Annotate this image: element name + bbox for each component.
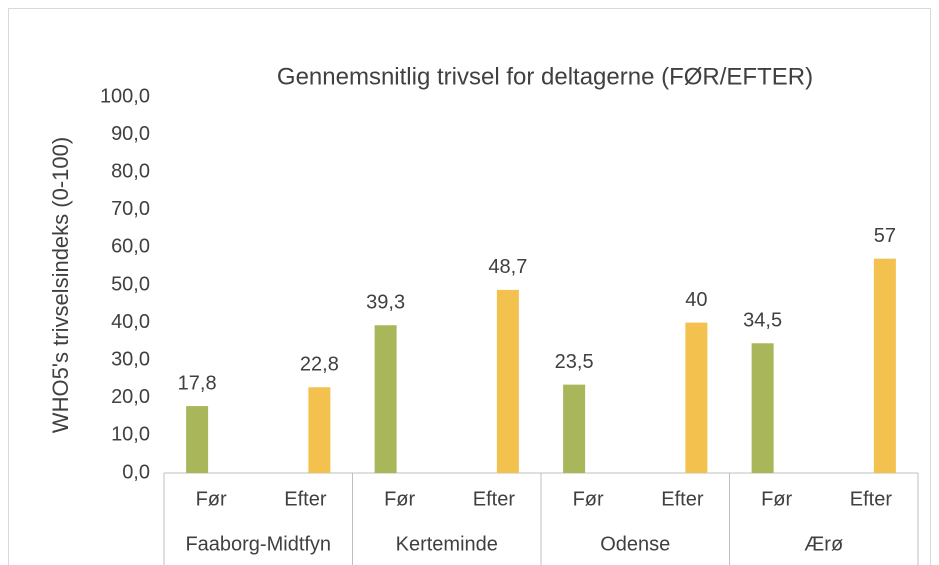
- group-label: Kerteminde: [396, 533, 498, 555]
- chart-title: Gennemsnitlig trivsel for deltagerne (FØ…: [277, 63, 813, 90]
- y-tick-label: 40,0: [111, 311, 150, 333]
- group-label: Faaborg-Midtfyn: [185, 533, 331, 555]
- x-tick-label: Før: [761, 488, 792, 510]
- x-tick-label: Efter: [661, 488, 704, 510]
- y-axis-label: WHO5's trivselsindeks (0-100): [48, 137, 73, 433]
- x-tick-label: Før: [573, 488, 604, 510]
- group-label: Ærø: [804, 533, 843, 555]
- x-tick-label: Før: [196, 488, 227, 510]
- x-tick-label: Efter: [473, 488, 516, 510]
- bar: [563, 384, 586, 473]
- bar: [873, 258, 896, 473]
- bar: [751, 343, 774, 473]
- y-tick-label: 30,0: [111, 348, 150, 370]
- y-tick-label: 80,0: [111, 160, 150, 182]
- x-tick-label: Efter: [284, 488, 327, 510]
- bar: [496, 289, 519, 473]
- y-tick-label: 50,0: [111, 273, 150, 295]
- y-tick-label: 100,0: [100, 85, 150, 107]
- y-tick-label: 10,0: [111, 424, 150, 446]
- y-tick-label: 20,0: [111, 386, 150, 408]
- bar: [374, 325, 397, 473]
- y-tick-label: 90,0: [111, 123, 150, 145]
- value-label: 22,8: [300, 354, 339, 376]
- value-label: 17,8: [178, 372, 217, 394]
- value-label: 34,5: [743, 310, 782, 332]
- value-label: 48,7: [488, 256, 527, 278]
- y-tick-label: 0,0: [122, 461, 150, 483]
- x-tick-label: Før: [384, 488, 415, 510]
- value-label: 40: [685, 289, 707, 311]
- x-tick-label: Efter: [850, 488, 893, 510]
- group-label: Odense: [600, 533, 670, 555]
- bar: [308, 387, 331, 473]
- chart-border: [8, 8, 931, 565]
- y-tick-label: 70,0: [111, 198, 150, 220]
- value-label: 57: [874, 225, 896, 247]
- bar: [685, 322, 708, 473]
- y-tick-label: 60,0: [111, 236, 150, 258]
- value-label: 23,5: [555, 351, 594, 373]
- value-label: 39,3: [366, 292, 405, 314]
- bar: [186, 406, 209, 473]
